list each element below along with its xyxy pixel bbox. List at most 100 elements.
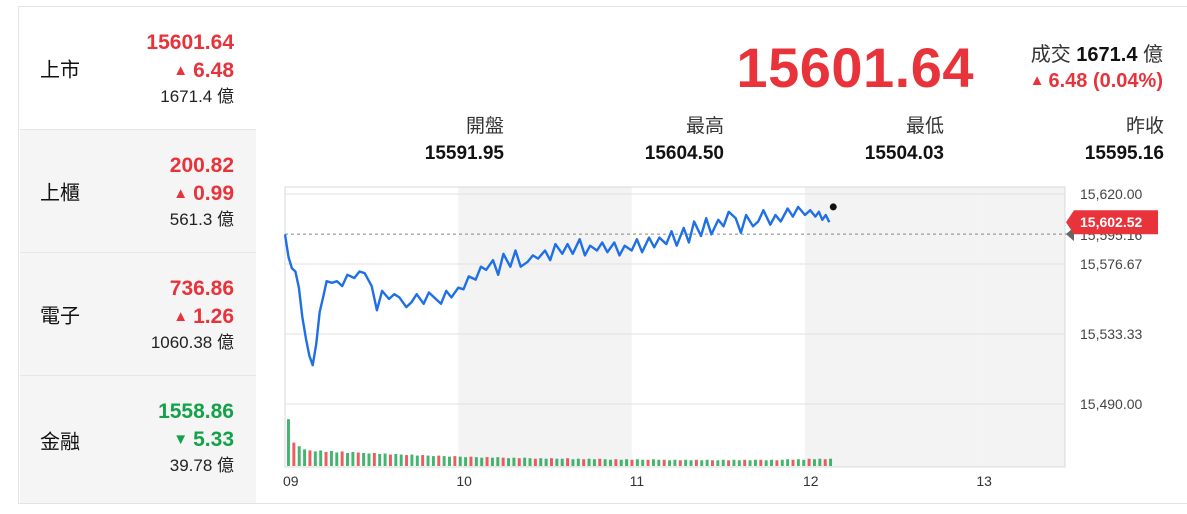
volume-bar <box>764 460 768 466</box>
volume-bar <box>592 459 596 466</box>
volume-bar <box>453 456 457 466</box>
volume-bar <box>614 459 618 466</box>
time-band <box>805 187 979 467</box>
volume-bar <box>780 459 784 466</box>
volume-bar <box>388 454 392 466</box>
sidebar-item-label: 金融 <box>40 429 80 453</box>
volume-bar <box>523 457 527 466</box>
volume-bar <box>721 459 725 466</box>
volume-bar <box>469 456 473 466</box>
volume-bar <box>770 459 774 466</box>
volume-bar <box>351 451 355 466</box>
volume-bar <box>651 459 655 466</box>
stat-label: 昨收 <box>1125 115 1164 137</box>
volume-bar <box>560 458 564 466</box>
current-price: 15601.64 <box>736 36 974 99</box>
chart-frame <box>284 186 1066 468</box>
sidebar-item-finance[interactable]: 金融 1558.86 ▼ 5.33 39.78 億 <box>20 376 256 503</box>
x-tick-label: 09 <box>283 473 299 489</box>
stat-value: 15604.50 <box>644 143 724 164</box>
volume-bar <box>335 452 339 466</box>
volume-bar <box>727 460 731 466</box>
stat-open: 開盤 15591.95 <box>354 114 504 168</box>
volume-bar <box>329 450 333 466</box>
x-tick-label: 11 <box>630 473 645 489</box>
volume-bar <box>598 458 602 466</box>
volume-bar <box>582 459 586 466</box>
volume-bar <box>356 452 360 466</box>
sidebar-item-otc[interactable]: 上櫃 200.82 ▲ 0.99 561.3 億 <box>20 130 256 253</box>
volume-bar <box>517 458 521 466</box>
x-tick-label: 12 <box>803 473 819 489</box>
x-tick-label: 13 <box>976 473 992 489</box>
volume-bar <box>448 456 451 466</box>
volume-bar <box>367 453 371 466</box>
volume-bar <box>716 460 720 466</box>
quote-panel <box>18 6 1187 504</box>
volume-bar <box>737 460 741 466</box>
volume-bar <box>705 459 709 466</box>
volume-bar <box>378 454 382 466</box>
volume-bar <box>684 459 688 466</box>
current-price-tag-label: 15,602.52 <box>1080 214 1142 230</box>
volume-bar <box>673 459 677 466</box>
volume-bar <box>609 459 612 466</box>
volume-bar <box>399 454 403 466</box>
volume-bar <box>807 458 811 466</box>
volume-bar <box>431 456 435 466</box>
volume-bar <box>303 449 307 466</box>
volume-bar <box>619 459 623 466</box>
volume-bar <box>657 459 661 466</box>
sidebar-item-change: ▼ 5.33 <box>158 426 234 454</box>
price-line <box>283 205 831 367</box>
volume-bar <box>791 459 795 466</box>
stat-value: 15591.95 <box>424 143 504 164</box>
sidebar-item-change: ▲ 6.48 <box>146 57 234 85</box>
y-tick-label: 15,490.00 <box>1080 396 1142 412</box>
total-volume: 成交 1671.4 億 <box>1030 44 1163 66</box>
volume-bar <box>549 458 553 466</box>
stat-value: 15595.16 <box>1084 143 1164 164</box>
sidebar-item-volume: 1671.4 億 <box>160 87 234 106</box>
sidebar-item-price: 15601.64 <box>146 31 234 54</box>
volume-bar <box>625 459 629 466</box>
sidebar-item-label: 上市 <box>40 57 80 82</box>
volume-bar <box>796 459 800 466</box>
time-band <box>978 187 1065 467</box>
sidebar-item-listed[interactable]: 上市 15601.64 ▲ 6.48 1671.4 億 <box>20 7 256 130</box>
volume-bar <box>689 460 693 466</box>
sidebar-item-volume: 39.78 億 <box>169 456 234 475</box>
volume-bar <box>405 455 409 466</box>
time-band <box>458 187 632 467</box>
volume-bar <box>700 460 704 466</box>
sidebar-item-volume: 1060.38 億 <box>150 333 234 352</box>
volume-bar <box>324 451 328 466</box>
arrow-up-icon: ▲ <box>173 185 189 202</box>
volume-bar <box>587 458 591 466</box>
x-tick-label: 10 <box>456 473 472 489</box>
volume-bar <box>646 459 650 466</box>
sidebar-item-label: 上櫃 <box>40 180 80 205</box>
volume-bar <box>802 459 806 466</box>
volume-bar <box>829 458 833 466</box>
current-price-tag <box>1066 210 1158 235</box>
sidebar-item-electronics[interactable]: 電子 736.86 ▲ 1.26 1060.38 億 <box>20 253 256 376</box>
volume-bar <box>823 459 827 466</box>
volume-bar <box>346 453 349 466</box>
volume-bar <box>313 451 317 466</box>
volume-bar <box>426 455 430 466</box>
sidebar-item-price: 1558.86 <box>158 400 234 423</box>
volume-bar <box>576 458 580 466</box>
index-sidebar: 上市 15601.64 ▲ 6.48 1671.4 億 上櫃 200.82 ▲ 0.… <box>20 7 256 503</box>
volume-bar <box>410 454 414 466</box>
volume-bar <box>743 459 747 466</box>
volume-bar <box>694 459 698 466</box>
volume-bar <box>512 457 516 466</box>
arrow-up-icon: ▲ <box>173 62 189 79</box>
volume-bar <box>421 455 425 466</box>
y-tick-label: 15,576.67 <box>1080 256 1142 272</box>
volume-bar <box>812 459 816 466</box>
volume-bar <box>759 459 763 466</box>
y-tick-label: 15,620.00 <box>1080 186 1142 202</box>
